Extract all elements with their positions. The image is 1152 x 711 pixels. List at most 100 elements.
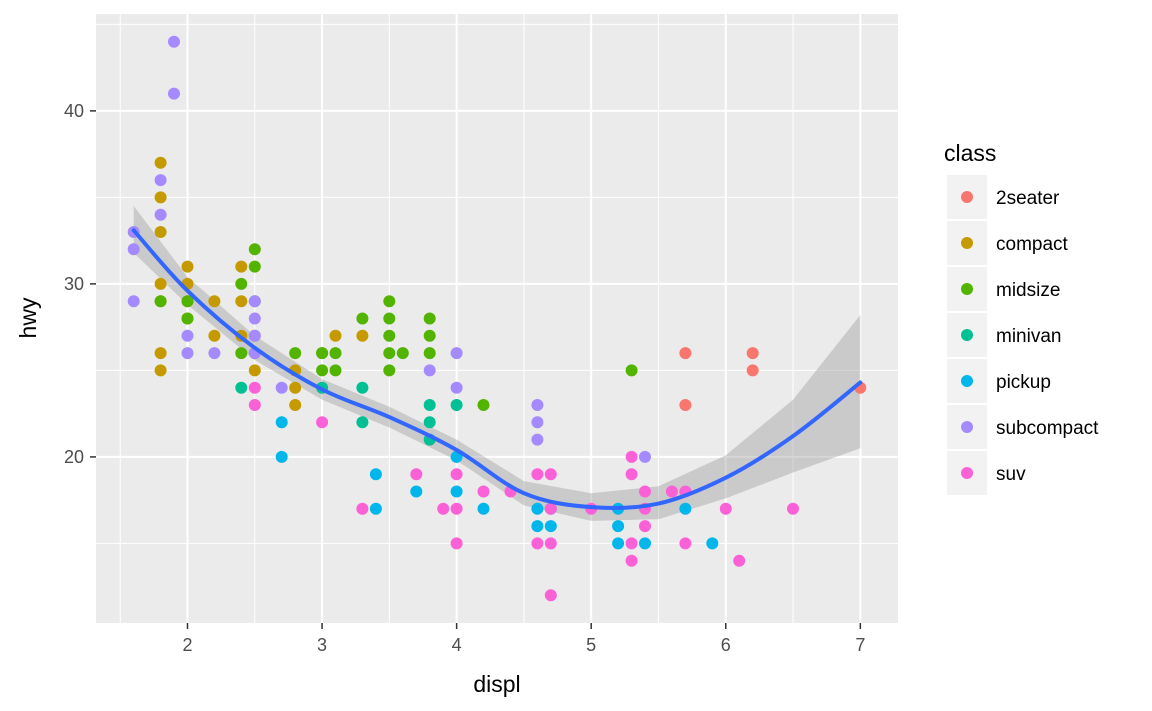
x-axis: 2 3 4 5 6 7 (182, 623, 865, 655)
data-point-subcompact (127, 295, 140, 308)
data-point-subcompact (248, 295, 261, 308)
data-point-midsize (383, 295, 396, 308)
data-point-subcompact (275, 381, 288, 394)
data-point-midsize (316, 364, 329, 377)
data-point-suv (356, 502, 369, 515)
data-point-compact (289, 399, 302, 411)
data-point-suv (544, 589, 557, 602)
data-point-suv (544, 468, 557, 481)
data-point-suv (450, 502, 463, 515)
x-tick-label: 3 (317, 635, 327, 655)
data-point-compact (235, 295, 248, 308)
data-point-suv (625, 468, 638, 481)
data-point-compact (356, 329, 369, 342)
data-point-suv (625, 554, 638, 567)
data-point-pickup (275, 450, 288, 463)
y-tick-label: 30 (64, 274, 84, 294)
data-point-subcompact (248, 312, 261, 325)
data-point-minivan (450, 399, 463, 411)
data-point-midsize (329, 347, 342, 360)
smooth-line (131, 228, 863, 511)
data-point-pickup (639, 537, 651, 550)
y-axis: 20 30 40 (64, 101, 96, 467)
data-point-minivan (235, 381, 248, 394)
legend-key-2seater (961, 191, 973, 203)
data-point-midsize (396, 347, 409, 360)
smooth-line-layer (131, 228, 863, 511)
data-point-suv (639, 520, 651, 533)
data-point-midsize (383, 364, 396, 377)
data-point-suv (410, 468, 423, 481)
data-point-compact (154, 156, 167, 169)
data-point-midsize (383, 347, 396, 360)
data-point-suv (544, 537, 557, 550)
data-point-pickup (531, 520, 544, 533)
data-point-2seater (679, 347, 692, 360)
data-point-midsize (248, 260, 261, 273)
legend-key-minivan (961, 329, 973, 341)
data-point-minivan (356, 381, 369, 394)
data-point-subcompact (127, 243, 140, 256)
data-point-2seater (679, 399, 692, 411)
legend-label-pickup: pickup (996, 372, 1051, 393)
data-point-midsize (181, 295, 194, 308)
data-point-midsize (423, 347, 436, 360)
data-point-pickup (410, 485, 423, 498)
y-axis-title: hwy (15, 297, 41, 338)
data-point-midsize (383, 312, 396, 325)
data-point-subcompact (639, 450, 651, 463)
data-point-midsize (477, 399, 490, 411)
data-point-2seater (746, 364, 759, 377)
legend-key-subcompact (961, 421, 973, 433)
data-point-compact (208, 329, 221, 342)
legend-label-midsize: midsize (996, 280, 1060, 301)
data-point-compact (154, 364, 167, 377)
data-point-midsize (235, 347, 248, 360)
data-point-pickup (275, 416, 288, 429)
data-point-subcompact (181, 347, 194, 360)
data-point-subcompact (168, 35, 180, 48)
data-point-midsize (316, 347, 329, 360)
data-point-pickup (612, 520, 625, 533)
data-point-compact (154, 226, 167, 238)
legend: class 2seater compact midsize minivan pickup… (944, 140, 1099, 497)
data-point-suv (531, 537, 544, 550)
data-point-subcompact (423, 364, 436, 377)
data-point-suv (248, 381, 261, 394)
data-point-pickup (477, 502, 490, 515)
data-point-midsize (383, 329, 396, 342)
data-point-suv (625, 450, 638, 463)
legend-key-compact (961, 237, 973, 249)
x-tick-label: 5 (586, 635, 596, 655)
data-point-suv (450, 468, 463, 481)
data-point-midsize (181, 312, 194, 325)
data-point-suv (544, 502, 557, 515)
data-point-compact (154, 277, 167, 290)
data-point-subcompact (450, 347, 463, 360)
data-point-compact (248, 364, 261, 377)
data-point-subcompact (450, 381, 463, 394)
plot-panel (96, 14, 898, 623)
data-point-suv (477, 485, 490, 498)
data-point-compact (208, 295, 221, 308)
data-point-suv (665, 485, 678, 498)
data-point-midsize (235, 277, 248, 290)
data-point-midsize (625, 364, 638, 377)
legend-label-minivan: minivan (996, 326, 1061, 347)
data-point-suv (248, 399, 261, 411)
legend-key-midsize (961, 283, 973, 295)
x-axis-title: displ (473, 671, 520, 697)
data-point-suv (450, 537, 463, 550)
data-point-suv (625, 537, 638, 550)
x-tick-label: 2 (182, 635, 192, 655)
data-point-midsize (248, 243, 261, 256)
data-point-minivan (423, 416, 436, 429)
data-point-minivan (356, 416, 369, 429)
data-point-compact (154, 191, 167, 204)
data-point-suv (437, 502, 450, 515)
data-point-suv (787, 502, 799, 515)
data-point-subcompact (531, 399, 544, 411)
data-points-layer (127, 35, 867, 602)
data-point-midsize (423, 312, 436, 325)
